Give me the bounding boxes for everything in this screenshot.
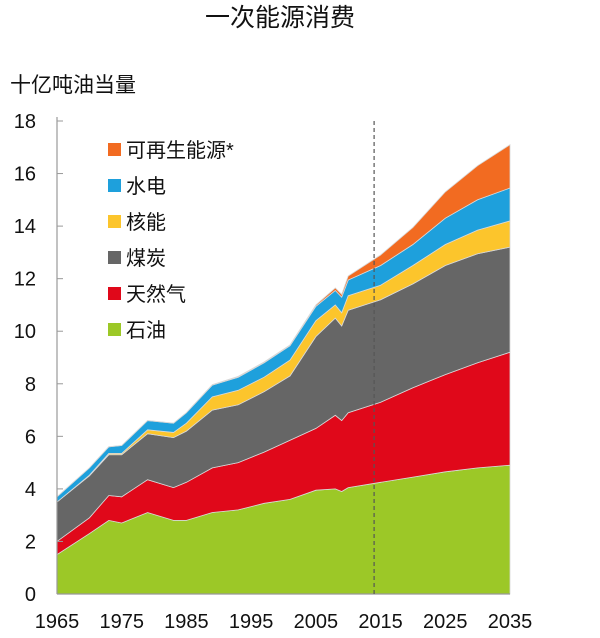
x-tick-label: 2005 (294, 611, 339, 633)
y-tick-label: 10 (14, 321, 36, 343)
y-axis-label: 十亿吨油当量 (10, 74, 136, 97)
y-tick-label: 12 (14, 269, 36, 291)
legend-swatch (108, 143, 121, 156)
axes: 0 2 4 6 8 10 12 14 16 18 1965 1975 1985 1995 2005 2015 2… (14, 111, 533, 633)
legend-label: 煤炭 (126, 247, 166, 270)
x-tick-label: 2015 (358, 611, 403, 633)
legend-swatch (108, 287, 121, 300)
legend-label: 天然气 (126, 283, 186, 306)
legend-label: 石油 (126, 319, 166, 342)
y-tick-label: 8 (25, 374, 36, 396)
y-tick-label: 6 (25, 426, 36, 448)
x-tick-label: 1965 (35, 611, 80, 633)
x-tick-label: 2025 (423, 611, 468, 633)
y-tick-label: 14 (14, 216, 36, 238)
y-tick-label: 0 (25, 584, 36, 606)
y-tick-label: 16 (14, 164, 36, 186)
x-tick-label: 1975 (99, 611, 144, 633)
legend-swatch (108, 323, 121, 336)
chart-title: 一次能源消费 (205, 4, 355, 32)
legend-label: 水电 (126, 175, 166, 198)
legend-label: 核能 (126, 211, 166, 234)
area-5 (56, 143, 511, 498)
y-tick-label: 2 (25, 531, 36, 553)
x-tick-label: 1995 (229, 611, 274, 633)
legend-swatch (108, 179, 121, 192)
legend-swatch (108, 251, 121, 264)
y-tick-label: 4 (25, 479, 36, 501)
area-layers (56, 143, 511, 595)
x-tick-label: 2035 (488, 611, 533, 633)
x-tick-label: 1985 (164, 611, 209, 633)
legend-swatch (108, 215, 121, 228)
y-tick-label: 18 (14, 111, 36, 133)
legend-label: 可再生能源* (126, 139, 234, 162)
